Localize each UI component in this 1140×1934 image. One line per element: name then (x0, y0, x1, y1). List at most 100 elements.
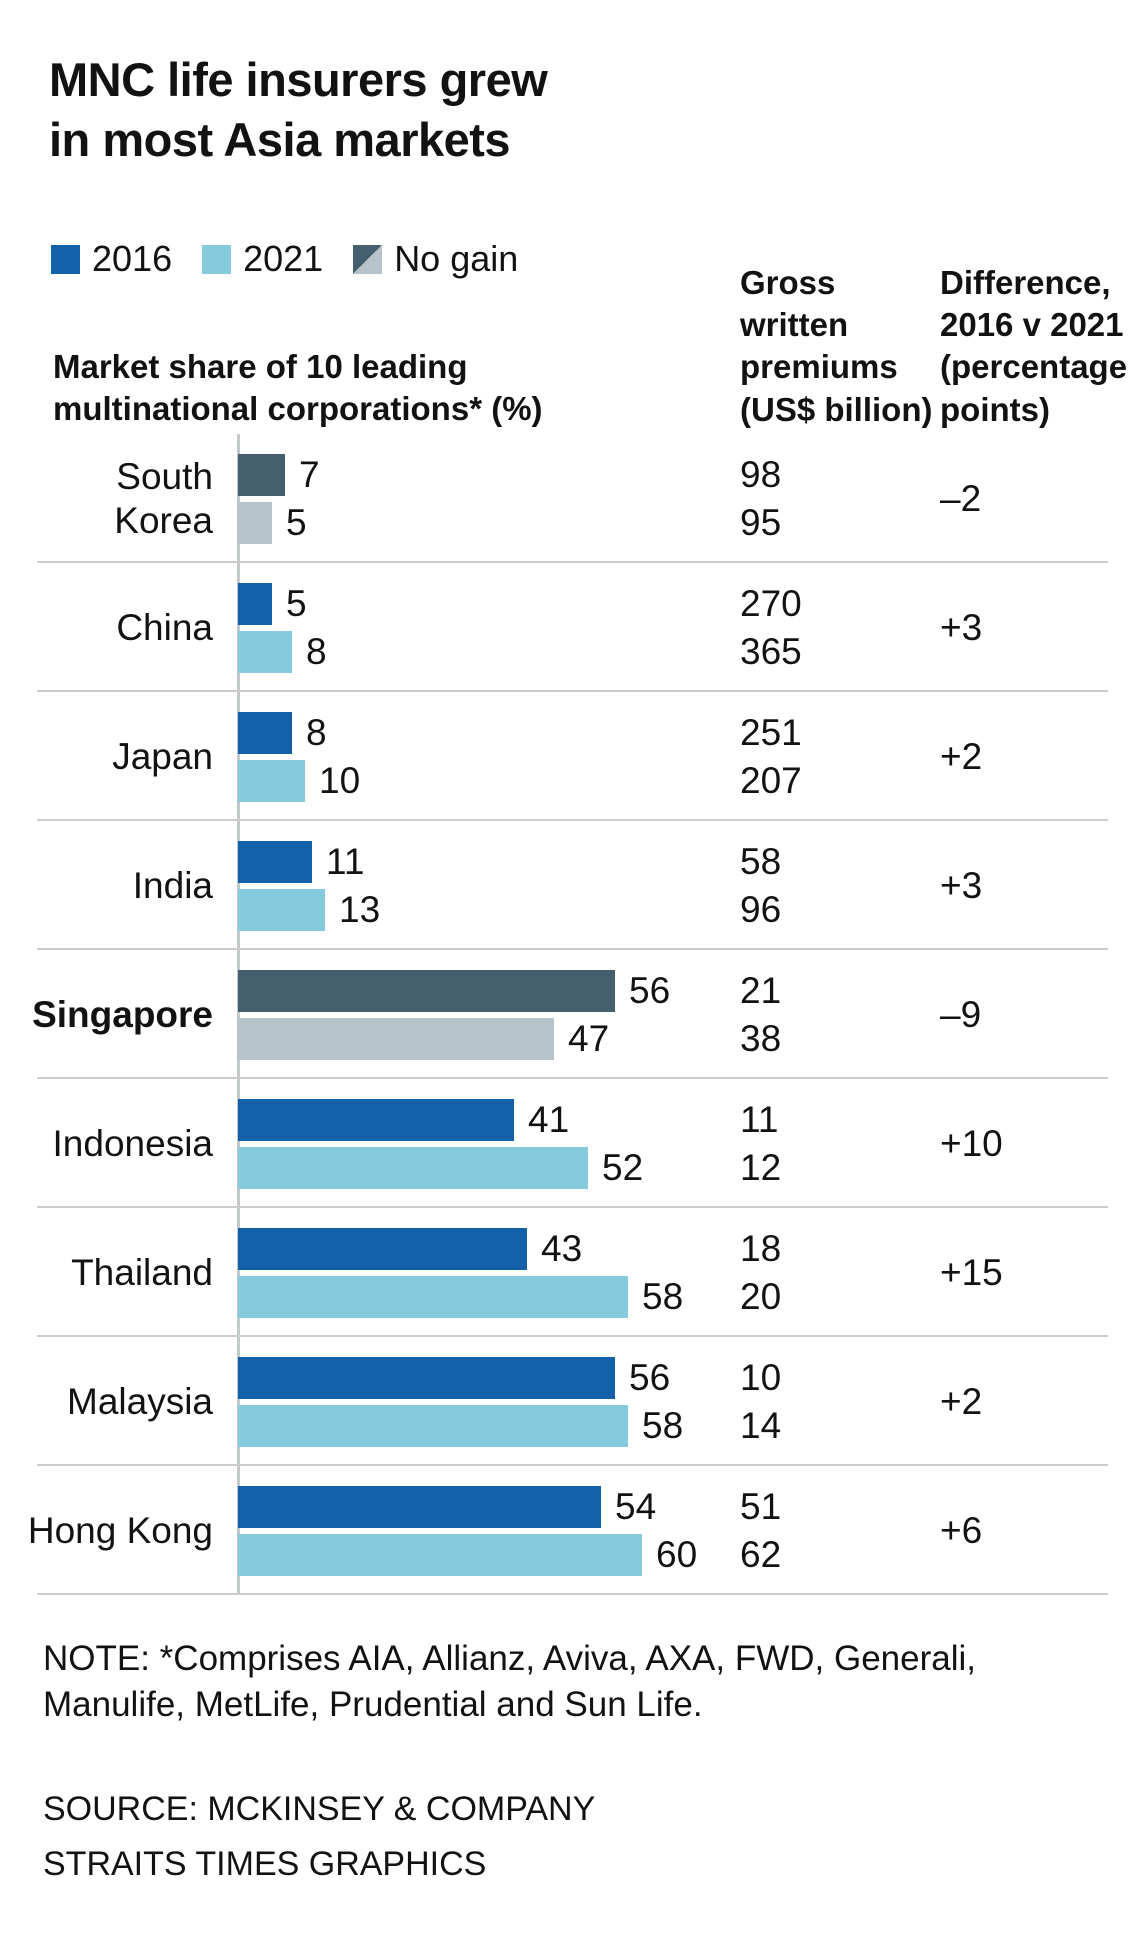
row-divider (37, 1464, 1108, 1466)
chart-title: MNC life insurers grew in most Asia mark… (49, 53, 548, 167)
row-divider (37, 1077, 1108, 1079)
bar-2016 (238, 1486, 601, 1528)
bar-2021 (238, 1534, 642, 1576)
category-label: Indonesia (52, 1122, 213, 1164)
bar-2021 (238, 760, 305, 802)
chart-row-japan: Japan 8 10 251 207 +2 (0, 692, 1140, 821)
legend-label-2021: 2021 (243, 238, 324, 279)
row-divider (37, 948, 1108, 950)
bar-2016 (238, 454, 285, 496)
bar-value-2021: 58 (642, 1405, 684, 1446)
difference-value: +3 (940, 864, 983, 906)
category-label: Singapore (32, 993, 213, 1035)
category-label: China (116, 606, 213, 648)
difference-value: –9 (940, 993, 982, 1035)
difference-value: –2 (940, 477, 982, 519)
gwp-values: 11 12 (740, 1099, 782, 1188)
chart-row-india: India 11 13 58 96 +3 (0, 821, 1140, 950)
gwp-values: 18 20 (740, 1228, 782, 1317)
chart-row-singapore: Singapore 56 47 21 38 –9 (0, 950, 1140, 1079)
source-block: SOURCE: MCKINSEY & COMPANY STRAITS TIMES… (43, 1782, 595, 1892)
bar-2016 (238, 1228, 527, 1270)
category-label: Hong Kong (27, 1509, 213, 1551)
gwp-values: 98 95 (740, 454, 782, 543)
row-divider (37, 690, 1108, 692)
category-label: Malaysia (67, 1380, 213, 1422)
legend-item-no-gain: No gain (353, 238, 518, 280)
bar-value-2016: 5 (286, 583, 307, 624)
bar-chart: South Korea 7 5 98 95 –2 China 5 8 270 365 +3 Japa… (0, 434, 1140, 1595)
market-share-column-header: Market share of 10 leading multinational… (53, 348, 543, 428)
legend-item-2021: 2021 (202, 238, 323, 280)
legend-swatch-no-gain (353, 244, 383, 274)
bar-value-2016: 11 (326, 841, 365, 882)
chart-row-thailand: Thailand 43 58 18 20 +15 (0, 1208, 1140, 1337)
bar-value-2021: 10 (319, 760, 361, 801)
legend: 2016 2021 No gain (51, 238, 518, 280)
chart-row-south-korea: South Korea 7 5 98 95 –2 (0, 434, 1140, 563)
category-label: Thailand (71, 1251, 213, 1293)
legend-label-no-gain: No gain (394, 238, 519, 279)
bar-2021 (238, 1147, 588, 1189)
bar-2016 (238, 1357, 615, 1399)
category-label: South Korea (114, 455, 213, 541)
bar-value-2021: 52 (602, 1147, 644, 1188)
bar-2021 (238, 631, 292, 673)
row-divider (37, 1335, 1108, 1337)
note-text: NOTE: *Comprises AIA, Allianz, Aviva, AX… (43, 1639, 977, 1725)
bar-2016 (238, 970, 615, 1012)
gwp-values: 10 14 (740, 1357, 782, 1446)
chart-row-china: China 5 8 270 365 +3 (0, 563, 1140, 692)
bar-value-2021: 8 (306, 631, 327, 672)
difference-value: +6 (940, 1509, 983, 1551)
chart-row-malaysia: Malaysia 56 58 10 14 +2 (0, 1337, 1140, 1466)
bar-2021 (238, 1405, 628, 1447)
chart-row-indonesia: Indonesia 41 52 11 12 +10 (0, 1079, 1140, 1208)
difference-column-header: Difference, 2016 v 2021 (percentage poin… (940, 264, 1128, 428)
legend-label-2016: 2016 (92, 238, 173, 279)
legend-swatch-2021 (202, 244, 232, 274)
gwp-values: 270 365 (740, 583, 802, 672)
bar-2021 (238, 1276, 628, 1318)
difference-value: +2 (940, 1380, 983, 1422)
category-label: India (132, 864, 213, 906)
bar-value-2016: 7 (299, 454, 320, 495)
bar-2016 (238, 841, 312, 883)
difference-value: +2 (940, 735, 983, 777)
chart-row-hong-kong: Hong Kong 54 60 51 62 +6 (0, 1466, 1140, 1595)
bar-value-2021: 13 (339, 889, 381, 930)
difference-value: +3 (940, 606, 983, 648)
row-divider (37, 819, 1108, 821)
bar-2016 (238, 1099, 514, 1141)
bar-value-2021: 5 (286, 502, 307, 543)
legend-swatch-2016 (51, 244, 80, 274)
legend-item-2016: 2016 (51, 238, 172, 280)
bar-value-2016: 43 (541, 1228, 583, 1269)
row-divider (37, 1206, 1108, 1208)
gwp-values: 21 38 (740, 970, 782, 1059)
bar-2021 (238, 1018, 554, 1060)
category-label: Japan (112, 735, 213, 777)
row-divider (37, 561, 1108, 563)
bar-2021 (238, 502, 272, 544)
difference-value: +15 (940, 1251, 1003, 1293)
difference-value: +10 (940, 1122, 1003, 1164)
bar-2016 (238, 712, 292, 754)
source-line: SOURCE: MCKINSEY & COMPANY (43, 1790, 596, 1828)
bar-2016 (238, 583, 272, 625)
bar-value-2021: 47 (568, 1018, 610, 1059)
gwp-column-header: Gross written premiums (US$ billion) (740, 264, 933, 428)
bar-value-2016: 54 (615, 1486, 657, 1527)
bar-value-2016: 8 (306, 712, 327, 753)
bar-value-2021: 60 (656, 1534, 698, 1575)
bar-2021 (238, 889, 325, 931)
bar-value-2016: 56 (629, 1357, 671, 1398)
gwp-values: 251 207 (740, 712, 802, 801)
bar-value-2016: 41 (528, 1099, 570, 1140)
gwp-values: 58 96 (740, 841, 782, 930)
gwp-values: 51 62 (740, 1486, 782, 1575)
bar-value-2021: 58 (642, 1276, 684, 1317)
y-axis-line (237, 434, 240, 1595)
credit-line: STRAITS TIMES GRAPHICS (43, 1845, 487, 1884)
